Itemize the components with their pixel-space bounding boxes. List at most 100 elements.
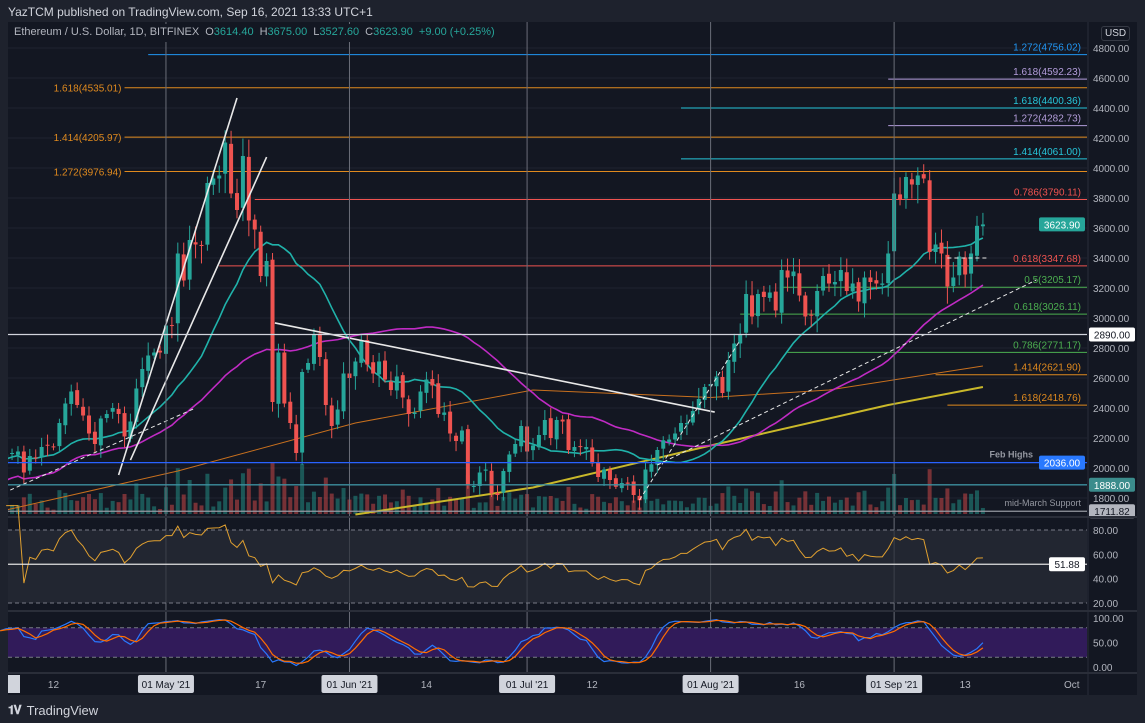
candle-body	[797, 273, 802, 296]
candle-body	[495, 493, 500, 495]
candle-body	[915, 175, 920, 185]
volume-bar	[128, 499, 133, 514]
volume-bar	[365, 494, 370, 514]
volume-bar	[217, 501, 222, 514]
time-axis-label: 13	[960, 680, 972, 691]
low-label: L	[313, 26, 320, 38]
candle-body	[0, 464, 2, 469]
candle-body	[252, 219, 257, 230]
candle-body	[211, 178, 216, 185]
volume-bar	[779, 480, 784, 514]
candle-body	[572, 447, 577, 451]
candle-body	[104, 414, 109, 419]
brand-name[interactable]: TradingView	[26, 703, 99, 718]
time-label-highlight	[321, 675, 378, 693]
candle-body	[27, 456, 32, 471]
candle-body	[193, 242, 198, 245]
candle-body	[874, 280, 879, 284]
candle-body	[199, 244, 204, 246]
volume-bar	[702, 497, 707, 514]
fib-level-label: 0.786(3790.11)	[1014, 187, 1081, 198]
volume-bar	[785, 502, 790, 514]
candle-body	[714, 376, 719, 387]
volume-bar	[57, 490, 62, 514]
price-axis-label: 3200.00	[1093, 284, 1130, 295]
volume-bar	[211, 506, 216, 514]
time-axis-label: 01 Aug '21	[687, 680, 734, 691]
time-label-highlight	[682, 675, 739, 693]
volume-bar	[649, 500, 654, 514]
open-value: 3614.40	[213, 26, 254, 38]
rsi-value-tag: 51.88	[1054, 560, 1079, 571]
volume-bar	[797, 497, 802, 514]
candle-body	[607, 469, 612, 480]
volume-bar	[927, 469, 932, 514]
candle-body	[513, 444, 518, 454]
time-axis-label: 14	[421, 680, 433, 691]
volume-bar	[341, 488, 346, 514]
candle-body	[755, 294, 760, 317]
volume-bar	[489, 492, 494, 514]
currency-button[interactable]: USD	[1101, 26, 1131, 41]
candle-body	[459, 430, 464, 442]
volume-bar	[187, 480, 192, 514]
candle-body	[81, 406, 86, 416]
candle-body	[744, 294, 749, 333]
volume-bar	[69, 500, 74, 514]
price-axis-label: 2600.00	[1093, 374, 1130, 385]
level-note: mid-March Support	[1004, 498, 1081, 508]
time-label-highlight	[137, 675, 194, 693]
volume-bar	[554, 498, 559, 514]
candle-body	[128, 421, 133, 439]
ma20-line	[8, 237, 984, 464]
volume-bar	[205, 473, 210, 514]
price-tag: 1888.00	[1094, 481, 1131, 492]
volume-bar	[252, 500, 257, 514]
volume-bar	[821, 500, 826, 514]
volume-bar	[146, 497, 151, 514]
stoch-axis-label: 50.00	[1093, 639, 1118, 650]
rsi-value-tag-bg	[1049, 557, 1085, 572]
candle-body	[217, 175, 222, 179]
candle-body	[821, 276, 826, 291]
symbol-legend: Ethereum / U.S. Dollar, 1D, BITFINEX O36…	[8, 24, 501, 42]
candle-body	[448, 411, 453, 434]
volume-bar	[116, 502, 121, 514]
volume-bar	[246, 468, 251, 514]
volume-bar	[696, 497, 701, 514]
fib-level-label: 1.414(4061.00)	[1013, 147, 1081, 158]
volume-bar	[92, 499, 97, 514]
rsi-band	[8, 530, 1087, 603]
volume-bar	[915, 499, 920, 514]
candle-body	[951, 277, 956, 287]
volume-bar	[87, 494, 91, 514]
price-axis-label: 3400.00	[1093, 254, 1130, 265]
candle-body	[75, 390, 80, 405]
candle-body	[619, 483, 624, 489]
volume-bar	[536, 496, 541, 514]
price-axis-label: 4400.00	[1093, 104, 1130, 115]
candle-body	[187, 240, 192, 280]
price-axis-label: 3600.00	[1093, 224, 1130, 235]
candle-body	[98, 418, 103, 446]
symbol-title[interactable]: Ethereum / U.S. Dollar, 1D, BITFINEX	[14, 26, 200, 38]
price-axis-label: 4200.00	[1093, 134, 1130, 145]
volume-bar	[507, 492, 512, 514]
candle-body	[827, 273, 831, 284]
candle-body	[246, 156, 251, 221]
candle-body	[957, 256, 962, 276]
candle-body	[945, 254, 950, 287]
candle-body	[400, 375, 405, 398]
volume-bar	[181, 494, 186, 514]
fib-level-label: 1.618(4400.36)	[1013, 96, 1081, 107]
candle-body	[288, 401, 293, 423]
candle-body	[732, 343, 737, 362]
volume-bar	[329, 493, 334, 514]
candle-body	[229, 143, 234, 194]
candle-body	[927, 180, 932, 252]
stoch-k-line	[0, 618, 984, 667]
candle-body	[939, 242, 944, 254]
candle-body	[282, 352, 287, 404]
volume-bar	[607, 503, 612, 514]
